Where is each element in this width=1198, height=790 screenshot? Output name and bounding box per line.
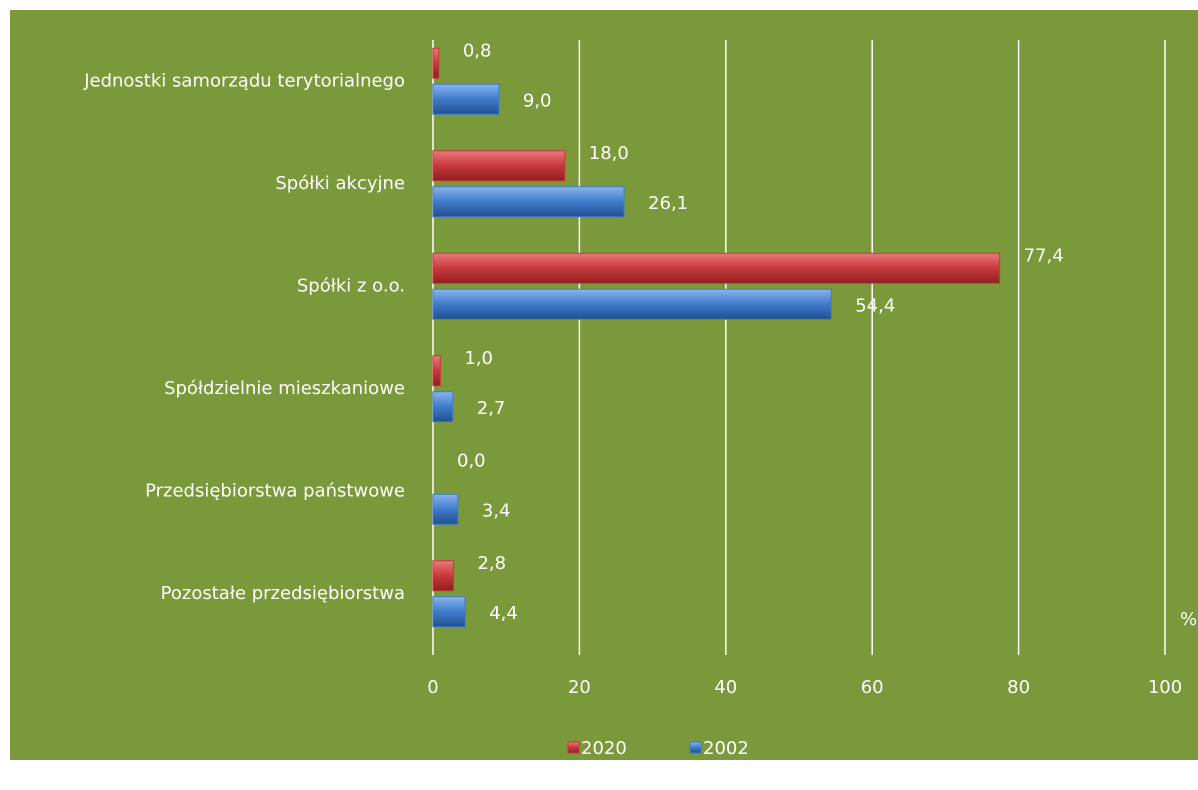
- x-tick-label: 0: [427, 677, 438, 698]
- x-tick-label: 80: [1007, 677, 1030, 698]
- value-label: 0,8: [463, 40, 492, 61]
- category-label: Przedsiębiorstwa państwowe: [145, 480, 405, 501]
- legend-swatch: [689, 741, 702, 754]
- x-tick-label: 60: [861, 677, 884, 698]
- legend-label: 2002: [703, 738, 749, 759]
- plot-background: [10, 10, 1198, 760]
- category-label: Spółki z o.o.: [297, 275, 405, 296]
- value-label: 26,1: [648, 193, 688, 214]
- bar: [432, 596, 466, 628]
- value-label: 2,8: [477, 553, 506, 574]
- value-label: 3,4: [482, 500, 511, 521]
- value-label: 0,0: [457, 450, 486, 471]
- bar: [432, 493, 459, 525]
- value-label: 54,4: [855, 295, 895, 316]
- bar: [432, 150, 566, 182]
- bar: [432, 186, 625, 218]
- x-axis-label: %: [1180, 609, 1197, 630]
- legend-label: 2020: [581, 738, 627, 759]
- bar: [432, 355, 441, 387]
- x-tick-label: 100: [1148, 677, 1182, 698]
- category-label: Pozostałe przedsiębiorstwa: [161, 583, 405, 604]
- bar: [432, 83, 500, 115]
- value-label: 1,0: [464, 348, 493, 369]
- x-tick-label: 20: [568, 677, 591, 698]
- value-label: 2,7: [477, 398, 506, 419]
- bar: [432, 391, 454, 423]
- value-label: 9,0: [523, 90, 552, 111]
- bar: [432, 47, 440, 79]
- bar: [432, 288, 832, 320]
- value-label: 77,4: [1024, 245, 1064, 266]
- category-label: Spółdzielnie mieszkaniowe: [164, 378, 405, 399]
- bar: [432, 252, 1001, 284]
- legend-swatch: [567, 741, 580, 754]
- category-label: Spółki akcyjne: [275, 173, 405, 194]
- bar: [432, 560, 454, 592]
- value-label: 18,0: [589, 143, 629, 164]
- value-label: 4,4: [489, 603, 518, 624]
- x-tick-label: 40: [714, 677, 737, 698]
- category-label: Jednostki samorządu terytorialnego: [83, 70, 405, 91]
